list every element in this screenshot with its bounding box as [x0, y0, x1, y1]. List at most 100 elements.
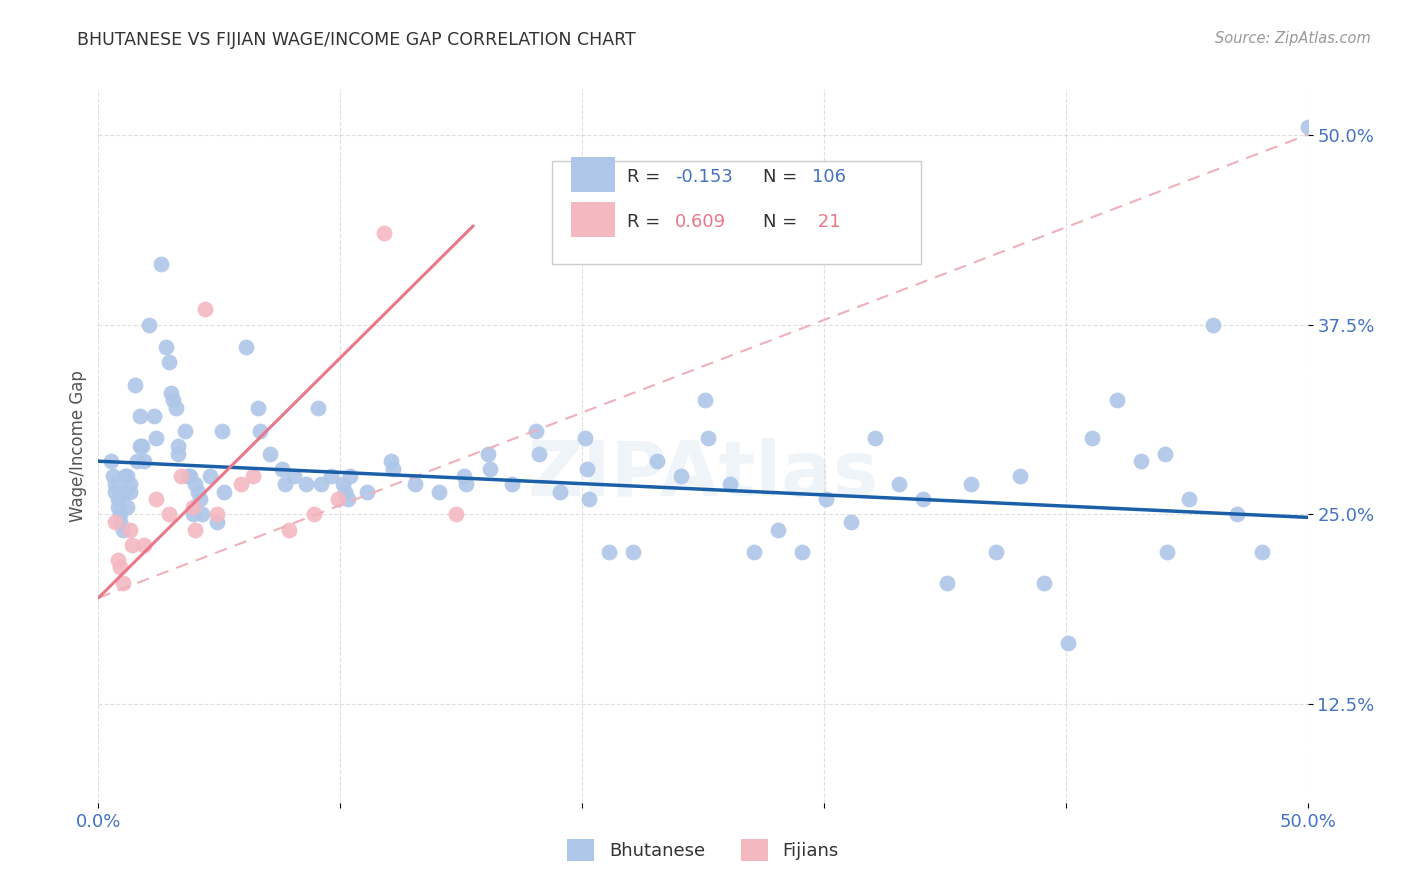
Point [1105, 393, 1128, 408]
Point [984, 545, 1007, 559]
Point [960, 477, 983, 491]
Point [404, 477, 426, 491]
Point [104, 515, 127, 529]
Text: ZIPAtlas: ZIPAtlas [527, 438, 879, 511]
Point [107, 492, 129, 507]
Point [117, 500, 139, 514]
Point [118, 523, 141, 537]
Point [157, 355, 180, 369]
Point [108, 515, 131, 529]
Point [302, 508, 325, 522]
Point [1057, 636, 1080, 650]
Point [229, 477, 252, 491]
Point [104, 477, 127, 491]
Text: 0.609: 0.609 [675, 213, 727, 231]
Point [179, 469, 201, 483]
Point [575, 462, 598, 476]
Point [124, 378, 146, 392]
Point [211, 424, 233, 438]
Point [167, 439, 190, 453]
Point [114, 469, 136, 483]
Point [162, 393, 184, 408]
Point [167, 447, 190, 461]
Point [446, 508, 468, 522]
Point [101, 469, 124, 483]
Point [319, 469, 342, 483]
Point [128, 439, 150, 453]
FancyBboxPatch shape [551, 161, 921, 264]
Point [333, 484, 356, 499]
Point [145, 492, 167, 507]
Point [815, 492, 838, 507]
Point [1008, 469, 1031, 483]
Text: -0.153: -0.153 [675, 168, 733, 186]
Point [598, 545, 620, 559]
Point [271, 462, 294, 476]
Point [1202, 318, 1225, 332]
Point [188, 492, 211, 507]
Text: 106: 106 [811, 168, 846, 186]
Point [356, 484, 378, 499]
Point [107, 553, 129, 567]
Point [160, 385, 183, 400]
Point [247, 401, 270, 415]
Point [454, 477, 477, 491]
Point [339, 469, 361, 483]
Point [177, 469, 200, 483]
Point [1178, 492, 1201, 507]
Point [174, 424, 197, 438]
Point [839, 515, 862, 529]
Point [283, 469, 305, 483]
Point [380, 454, 402, 468]
Point [134, 538, 156, 552]
Text: R =: R = [627, 213, 666, 231]
Point [118, 484, 141, 499]
Point [718, 477, 741, 491]
Point [578, 492, 600, 507]
Point [111, 575, 134, 590]
Point [104, 484, 127, 499]
Point [671, 469, 693, 483]
Point [645, 454, 668, 468]
Point [184, 477, 207, 491]
Text: BHUTANESE VS FIJIAN WAGE/INCOME GAP CORRELATION CHART: BHUTANESE VS FIJIAN WAGE/INCOME GAP CORR… [77, 31, 636, 49]
Point [235, 340, 257, 354]
Point [479, 462, 502, 476]
Point [1081, 431, 1104, 445]
Point [155, 340, 177, 354]
Point [242, 469, 264, 483]
Point [1129, 454, 1152, 468]
Point [326, 492, 349, 507]
Point [524, 424, 547, 438]
Text: Source: ZipAtlas.com: Source: ZipAtlas.com [1215, 31, 1371, 46]
Point [118, 477, 141, 491]
FancyBboxPatch shape [571, 157, 614, 192]
Point [121, 538, 143, 552]
Point [373, 227, 395, 241]
Point [108, 508, 131, 522]
Point [621, 545, 644, 559]
Point [100, 454, 122, 468]
Point [205, 508, 228, 522]
Point [181, 500, 204, 514]
Point [1296, 120, 1319, 135]
Point [181, 508, 204, 522]
Point [1226, 508, 1249, 522]
Point [308, 401, 330, 415]
Point [1154, 447, 1177, 461]
Point [453, 469, 475, 483]
Point [187, 484, 209, 499]
Point [205, 515, 228, 529]
Point [887, 477, 910, 491]
Point [336, 492, 359, 507]
Point [212, 484, 235, 499]
Point [477, 447, 499, 461]
Text: 21: 21 [811, 213, 841, 231]
Point [143, 409, 166, 423]
Point [194, 302, 217, 317]
Point [574, 431, 596, 445]
Point [309, 477, 332, 491]
Point [134, 454, 156, 468]
Point [863, 431, 886, 445]
Legend: Bhutanese, Fijians: Bhutanese, Fijians [558, 830, 848, 870]
